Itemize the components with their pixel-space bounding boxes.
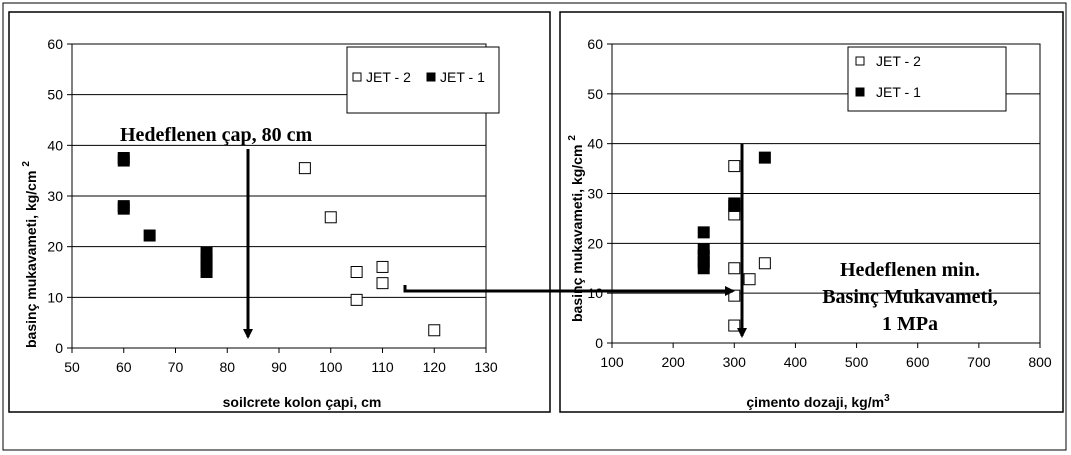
y-tick-label: 0: [595, 335, 603, 351]
y-tick-label: 60: [47, 36, 63, 52]
jet-2-point: [324, 211, 337, 224]
x-tick-label: 70: [168, 359, 184, 375]
jet-1-point: [697, 226, 710, 239]
chart-1-x-ticks: 50 60 70 80 90 100 110 120 130: [64, 348, 498, 375]
jet-2-point: [298, 162, 311, 175]
chart-2-y-label-sup: 2: [567, 135, 578, 141]
chart-2-x-label-sup: 3: [884, 393, 890, 404]
x-tick-label: 700: [967, 354, 991, 370]
jet-2-point: [743, 273, 756, 286]
jet-1-point: [758, 151, 771, 164]
x-tick-label: 100: [319, 359, 343, 375]
jet-1-point: [117, 154, 130, 167]
chart-2-annotation-line-2: Basinç Mukavameti,: [822, 286, 998, 308]
chart-1-legend-label-jet2: JET - 2: [366, 69, 411, 85]
x-tick-label: 50: [64, 359, 80, 375]
chart-1-y-label-sup: 2: [21, 161, 32, 167]
jet-1-point: [143, 229, 156, 242]
chart-2-legend: JET - 2 JET - 1: [847, 46, 1007, 112]
x-tick-label: 90: [271, 359, 287, 375]
chart-2-y-ticks: 0 10 20 30 40 50 60: [587, 36, 612, 351]
chart-2-x-label-text: çimento dozaji, kg/m: [746, 394, 884, 410]
y-tick-label: 50: [47, 87, 63, 103]
jet-1-point: [697, 262, 710, 275]
y-tick-label: 40: [47, 137, 63, 153]
y-tick-label: 0: [55, 340, 63, 356]
x-tick-label: 800: [1028, 354, 1052, 370]
jet-2-point: [728, 262, 741, 275]
chart-2-legend-marker-jet1: [855, 87, 865, 97]
chart-2-y-label-text: basinç mukavameti, kg/cm: [569, 145, 585, 322]
chart-1-legend-box: [346, 46, 500, 114]
jet-2-point: [350, 293, 363, 306]
y-tick-label: 20: [587, 235, 603, 251]
y-tick-label: 10: [47, 289, 63, 305]
y-tick-label: 50: [587, 86, 603, 102]
jet-2-point: [350, 266, 363, 278]
chart-1-points: [117, 152, 441, 337]
chart-1-annotation: Hedeflenen çap, 80 cm: [120, 124, 313, 146]
x-tick-label: 100: [600, 354, 624, 370]
chart-1-y-label: basinç mukavameti, kg/cm 2: [21, 161, 39, 348]
jet-1-point: [117, 202, 130, 215]
x-tick-label: 300: [723, 354, 747, 370]
chart-1-y-label-text: basinç mukavameti, kg/cm: [23, 171, 39, 348]
jet-2-point: [376, 277, 389, 290]
jet-2-point: [376, 260, 389, 273]
y-tick-label: 30: [587, 186, 603, 202]
x-tick-label: 500: [845, 354, 869, 370]
y-tick-label: 20: [47, 239, 63, 255]
jet-2-point: [728, 160, 741, 173]
x-tick-label: 120: [423, 359, 447, 375]
chart-1-y-ticks: 0 10 20 30 40 50 60: [47, 36, 72, 356]
jet-1-point: [728, 199, 741, 212]
chart-2-annotation-line-3: 1 MPa: [882, 313, 938, 335]
jet-1-point: [200, 266, 213, 278]
chart-2: 0 10 20 30 40 50 60 100 200 300 400 500 600 700 800 ç…: [567, 36, 1052, 410]
chart-1-x-label: soilcrete kolon çapi, cm: [223, 394, 382, 410]
chart-1-legend: JET - 2 JET - 1: [346, 46, 500, 114]
y-tick-label: 60: [587, 36, 603, 52]
x-tick-label: 130: [474, 359, 498, 375]
y-tick-label: 10: [587, 285, 603, 301]
chart-2-legend-box: [847, 46, 1007, 112]
chart-1-legend-marker-jet1: [426, 72, 436, 82]
y-tick-label: 40: [587, 136, 603, 152]
x-tick-label: 80: [219, 359, 235, 375]
chart-1: 0 10 20 30 40 50 60 50 60 70 80 90 100 110 120 130 soi…: [21, 36, 500, 410]
x-tick-label: 110: [371, 359, 394, 375]
chart-2-x-ticks: 100 200 300 400 500 600 700 800: [600, 343, 1052, 370]
connecting-arrow: [403, 285, 735, 296]
jet-2-point: [758, 257, 771, 270]
x-tick-label: 600: [906, 354, 930, 370]
chart-2-legend-label-jet2: JET - 2: [876, 53, 921, 69]
y-tick-label: 30: [47, 188, 63, 204]
x-tick-label: 200: [661, 354, 685, 370]
chart-2-x-label: çimento dozaji, kg/m3: [746, 393, 890, 410]
x-tick-label: 400: [784, 354, 808, 370]
x-tick-label: 60: [116, 359, 132, 375]
jet-2-point: [728, 319, 741, 332]
chart-2-y-label: basinç mukavameti, kg/cm 2: [567, 135, 585, 322]
chart-1-legend-marker-jet2: [352, 72, 362, 82]
chart-1-legend-label-jet1: JET - 1: [440, 69, 485, 85]
chart-2-legend-marker-jet2: [855, 56, 865, 66]
jet-2-point: [428, 324, 441, 337]
chart-2-legend-label-jet1: JET - 1: [876, 84, 921, 100]
chart-2-annotation-line-1: Hedeflenen min.: [840, 259, 980, 281]
